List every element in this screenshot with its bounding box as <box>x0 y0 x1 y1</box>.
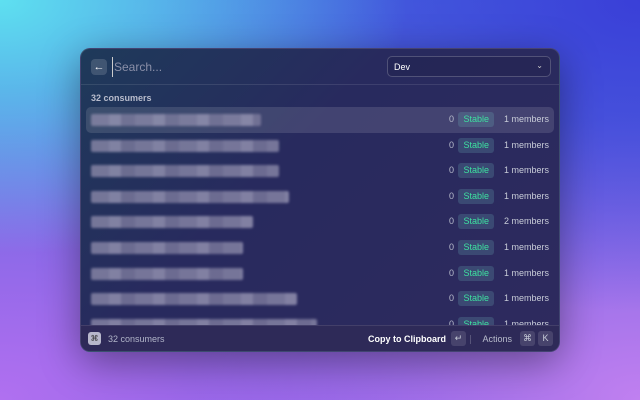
members-count: 1 members <box>503 139 549 150</box>
search-input[interactable] <box>112 57 372 77</box>
status-badge: Stable <box>458 137 494 153</box>
list-item[interactable]: 0 Stable 1 members <box>86 107 554 133</box>
cmd-key: ⌘ <box>520 331 535 346</box>
status-badge: Stable <box>458 214 494 230</box>
status-badge: Stable <box>458 291 494 307</box>
status-badge: Stable <box>458 239 494 255</box>
list-item[interactable]: 0 Stable 1 members <box>86 286 554 312</box>
members-count: 1 members <box>503 114 549 124</box>
list-item[interactable]: 0 Stable 1 members <box>86 158 554 184</box>
consumer-count: 0 <box>448 293 454 304</box>
members-count: 1 members <box>503 165 549 176</box>
back-button[interactable]: ← <box>91 59 107 75</box>
members-count: 1 members <box>503 267 549 278</box>
members-count: 1 members <box>503 190 549 201</box>
search-bar: ← Dev ⌄ <box>81 49 559 85</box>
redacted-name <box>91 114 261 126</box>
copy-to-clipboard-button[interactable]: Copy to Clipboard <box>368 334 446 344</box>
redacted-name <box>91 216 253 229</box>
consumer-count: 0 <box>448 114 454 124</box>
redacted-name <box>91 139 279 152</box>
divider <box>470 335 471 344</box>
enter-key: ↵ <box>451 331 466 346</box>
extension-icon: ⌘ <box>88 332 101 345</box>
footer-count: 32 consumers <box>108 334 165 344</box>
consumer-list: 0 Stable 1 members 0 Stable 1 members 0 … <box>81 107 559 337</box>
status-badge: Stable <box>458 112 494 127</box>
list-item[interactable]: 0 Stable 1 members <box>86 133 554 159</box>
action-bar: ⌘ 32 consumers Copy to Clipboard ↵ Actio… <box>81 325 559 351</box>
chevron-down-icon: ⌄ <box>536 61 543 70</box>
redacted-name <box>91 165 279 178</box>
consumer-count: 0 <box>448 241 454 252</box>
list-item[interactable]: 0 Stable 2 members <box>86 209 554 235</box>
list-item[interactable]: 0 Stable 1 members <box>86 235 554 261</box>
redacted-name <box>91 293 297 306</box>
members-count: 1 members <box>503 318 549 329</box>
consumer-count: 0 <box>448 139 454 150</box>
list-item[interactable]: 0 Stable 1 members <box>86 184 554 210</box>
consumer-count: 0 <box>448 216 454 227</box>
members-count: 2 members <box>503 216 549 227</box>
consumer-count: 0 <box>448 190 454 201</box>
redacted-name <box>91 190 289 203</box>
redacted-name <box>91 267 243 280</box>
status-badge: Stable <box>458 265 494 281</box>
status-badge: Stable <box>458 163 494 179</box>
members-count: 1 members <box>503 241 549 252</box>
status-badge: Stable <box>458 188 494 204</box>
arrow-left-icon: ← <box>93 61 105 73</box>
actions-button[interactable]: Actions <box>482 334 512 344</box>
consumer-count: 0 <box>448 318 454 329</box>
list-item[interactable]: 0 Stable 1 members <box>86 261 554 287</box>
environment-dropdown[interactable]: Dev ⌄ <box>387 56 551 77</box>
consumer-count: 0 <box>448 267 454 278</box>
command-window: ← Dev ⌄ 32 consumers 0 Stable 1 members … <box>80 48 560 352</box>
members-count: 1 members <box>503 293 549 304</box>
consumer-count: 0 <box>448 165 454 176</box>
dropdown-value: Dev <box>394 62 411 72</box>
redacted-name <box>91 241 243 254</box>
k-key: K <box>538 331 553 346</box>
section-title: 32 consumers <box>91 93 152 103</box>
